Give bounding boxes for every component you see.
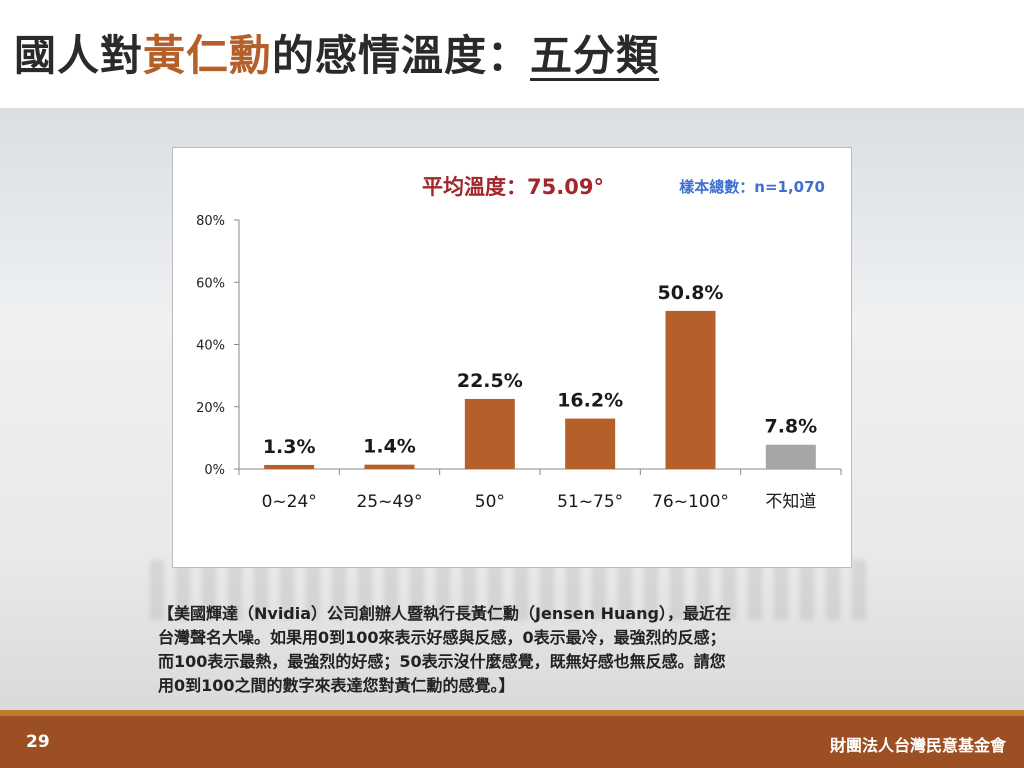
bar xyxy=(464,398,515,469)
x-category-label: 51~75° xyxy=(557,492,623,512)
title-part1: 國人對 xyxy=(14,31,144,80)
bar-value-label: 16.2% xyxy=(557,390,623,412)
question-description: 【美國輝達（Nvidia）公司創辦人暨執行長黃仁勳（Jensen Huang），… xyxy=(158,602,870,698)
bar-value-label: 1.4% xyxy=(363,436,416,458)
description-line: 而100表示最熱，最強烈的好感；50表示沒什麼感覺，既無好感也無反感。請您 xyxy=(158,652,726,671)
description-line: 【美國輝達（Nvidia）公司創辦人暨執行長黃仁勳（Jensen Huang），… xyxy=(158,604,731,623)
bar-value-label: 1.3% xyxy=(263,436,316,458)
x-category-label: 25~49° xyxy=(356,492,422,512)
title-accent: 黃仁勳 xyxy=(143,31,273,80)
chart-container: 平均溫度：75.09° 樣本總數：n=1,070 0% 20% 40% 60% 80% … xyxy=(172,147,852,568)
bar xyxy=(264,464,315,469)
y-tick-label: 60% xyxy=(196,276,225,291)
bar-value-label: 22.5% xyxy=(457,370,523,392)
x-category-label: 76~100° xyxy=(652,492,729,512)
bar-value-label: 7.8% xyxy=(764,416,817,438)
bar xyxy=(565,418,616,469)
title-underlined: 五分類 xyxy=(530,31,660,80)
y-tick-label: 80% xyxy=(196,214,225,229)
footer-accent-line xyxy=(0,710,1024,716)
sample-size-label: 樣本總數：n=1,070 xyxy=(679,178,825,196)
background-crowd xyxy=(150,560,870,620)
average-temperature-label: 平均溫度：75.09° xyxy=(422,175,604,199)
bar xyxy=(765,444,816,469)
title-part2: 的感情溫度： xyxy=(272,31,531,80)
description-line: 台灣聲名大噪。如果用0到100來表示好感與反感，0表示最冷，最強烈的反感； xyxy=(158,628,726,647)
bar-value-label: 50.8% xyxy=(658,282,724,304)
x-category-label: 0~24° xyxy=(262,492,317,512)
organization-name: 財團法人台灣民意基金會 xyxy=(829,736,1006,755)
bar-chart: 平均溫度：75.09° 樣本總數：n=1,070 0%20%40%60%80% … xyxy=(196,175,842,512)
page-title: 國人對黃仁勳的感情溫度：五分類 xyxy=(14,22,659,83)
y-tick-label: 0% xyxy=(204,463,225,478)
bar xyxy=(364,464,415,469)
bar xyxy=(665,310,716,469)
page-number: 29 xyxy=(26,732,50,752)
description-line: 用0到100之間的數字來表達您對黃仁勳的感覺。】 xyxy=(158,676,515,695)
x-category-label: 不知道 xyxy=(765,492,816,512)
x-category-label: 50° xyxy=(475,492,505,512)
footer-bar: 29 財團法人台灣民意基金會 xyxy=(0,716,1024,768)
y-tick-label: 20% xyxy=(196,401,225,416)
y-tick-label: 40% xyxy=(196,339,225,354)
